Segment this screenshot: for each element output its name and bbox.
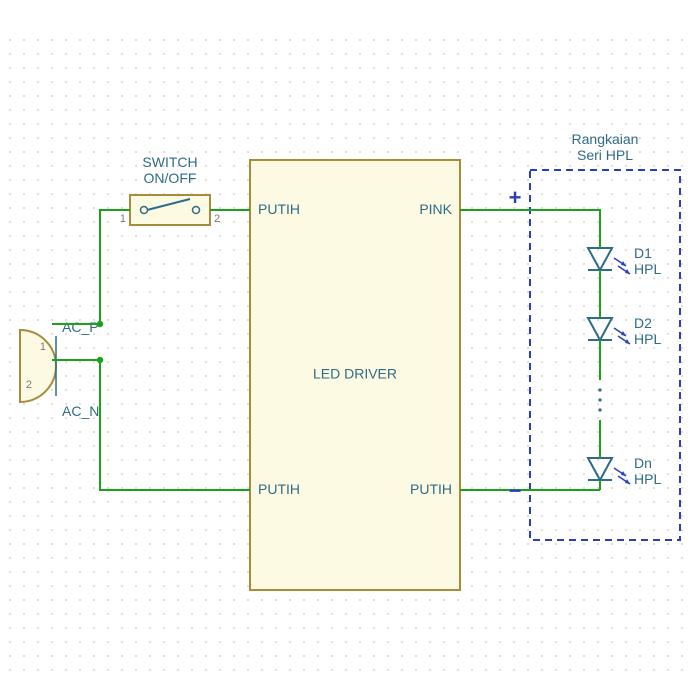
- driver-pin-out-top: PINK: [419, 201, 452, 217]
- minus-icon: −: [509, 478, 522, 503]
- ellipsis-dot: [598, 388, 601, 391]
- led-driver-title: LED DRIVER: [313, 366, 397, 382]
- driver-pin-out-bot: PUTIH: [410, 481, 452, 497]
- ac-pin-2: 2: [26, 379, 32, 391]
- ac-label-n: AC_N: [62, 403, 99, 419]
- led-sub-0: HPL: [634, 261, 661, 277]
- led-sub-1: HPL: [634, 331, 661, 347]
- switch-pin-2: 2: [214, 213, 220, 225]
- switch-title-2: ON/OFF: [144, 170, 197, 186]
- switch-title-1: SWITCH: [142, 154, 197, 170]
- driver-pin-in-bot: PUTIH: [258, 481, 300, 497]
- hpl-title-1: Rangkaian: [572, 131, 639, 147]
- led-name-2: Dn: [634, 455, 652, 471]
- ac-pin-1: 1: [40, 341, 46, 353]
- ac-label-p: AC_P: [62, 319, 99, 335]
- led-name-0: D1: [634, 245, 652, 261]
- switch-pin-1: 1: [120, 213, 126, 225]
- led-sub-2: HPL: [634, 471, 661, 487]
- driver-pin-in-top: PUTIH: [258, 201, 300, 217]
- hpl-title-2: Seri HPL: [577, 147, 633, 163]
- ellipsis-dot: [598, 408, 601, 411]
- schematic-canvas: LED DRIVER PUTIH PUTIH PINK PUTIH SWITCHON/OF…: [0, 0, 700, 700]
- switch-box: [130, 195, 210, 225]
- ellipsis-dot: [598, 398, 601, 401]
- led-name-1: D2: [634, 315, 652, 331]
- plus-icon: +: [509, 185, 522, 210]
